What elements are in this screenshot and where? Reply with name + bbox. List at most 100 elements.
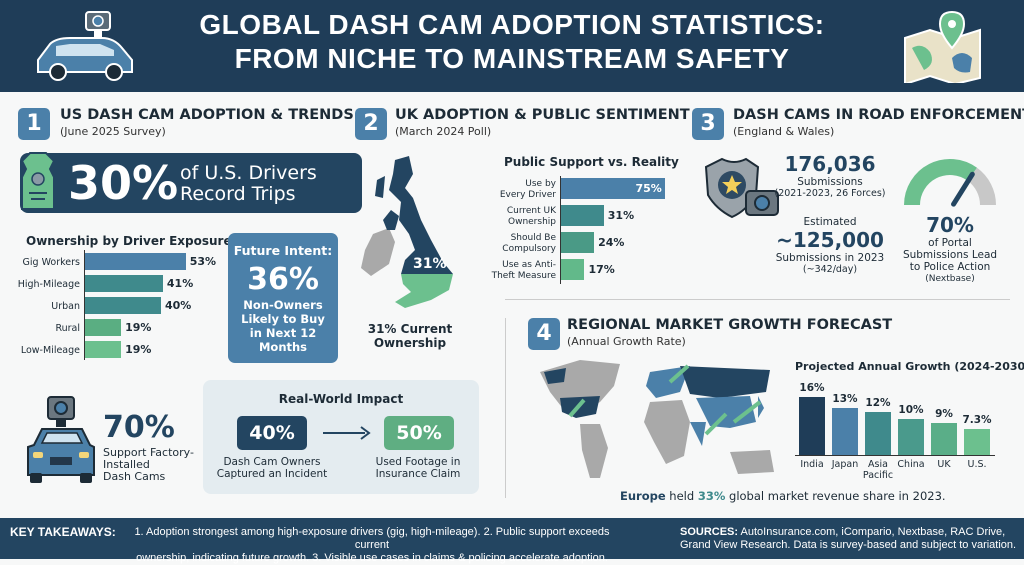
factory-text-line-3: Dash Cams	[103, 470, 166, 483]
bar-value-label: 24%	[598, 236, 625, 249]
title-line-2: FROM NICHE TO MAINSTREAM SAFETY	[234, 43, 790, 74]
bar	[85, 253, 186, 270]
gauge-track	[967, 167, 996, 206]
bar-value-label: 13%	[832, 393, 858, 406]
chart-title: Projected Annual Growth (2024-2030)	[795, 360, 1024, 373]
bar-category-label: Use as Anti- Theft Measure	[491, 260, 556, 281]
submissions-stat: 176,036 Submissions (2021-2023, 26 Force…	[770, 152, 890, 200]
bar-category-label: Low-Mileage	[20, 345, 80, 356]
bar	[832, 408, 858, 455]
factory-install-value: 70%	[103, 410, 175, 445]
submissions-label: Submissions	[797, 176, 863, 188]
bar	[799, 397, 825, 455]
sources-line-2: Grand View Research. Data is survey-base…	[680, 539, 1017, 551]
real-world-impact-card: Real-World Impact 40% Dash Cam Owners Ca…	[203, 380, 479, 494]
bar-category-label: Gig Workers	[22, 257, 80, 268]
growth-arrow-icon	[668, 364, 690, 384]
axis-line	[84, 250, 85, 360]
growth-chart: 16% India 13% Japan 12% Asia Pacific 10% China 9%…	[795, 375, 1000, 485]
bar	[85, 341, 122, 358]
chart-title: Ownership by Driver Exposure	[26, 234, 232, 248]
world-map	[540, 360, 774, 478]
police-action-gauge	[904, 159, 996, 207]
future-intent-text: Non-Owners Likely to Buy in Next 12 Mont…	[241, 298, 325, 354]
estimate-detail: (~342/day)	[802, 264, 858, 275]
caption-line-1: 31% Current	[367, 322, 453, 336]
bar-category-label: China	[897, 459, 925, 470]
bar-category-label: Should Be Compulsory	[502, 233, 556, 254]
bar	[561, 232, 595, 253]
estimate-label: Submissions in 2023	[775, 252, 885, 264]
uk-map-label: 31%	[413, 256, 447, 272]
page-title: GLOBAL DASH CAM ADOPTION STATISTICS: FRO…	[150, 8, 874, 76]
estimate-prefix: Estimated	[803, 216, 857, 228]
note-value: 33%	[697, 489, 726, 503]
us-drivers-text-line-2: Record Trips	[180, 183, 296, 205]
section-title: DASH CAMS IN ROAD ENFORCEMENT	[733, 107, 1024, 123]
bar-category-label: UK	[937, 459, 951, 470]
europe-share-note: Europe held 33% global market revenue sh…	[620, 489, 950, 503]
police-action-stat: 70% of Portal Submissions Lead to Police…	[890, 213, 1010, 285]
section-subtitle: (England & Wales)	[733, 125, 835, 138]
police-badge-camera-icon	[704, 157, 779, 219]
bar-value-label: 16%	[799, 382, 825, 395]
bar	[561, 178, 665, 199]
insurance-claim-value: 50%	[384, 416, 454, 450]
bar-category-label: Current UK Ownership	[506, 206, 556, 227]
bar-value-label: 19%	[125, 321, 152, 334]
bar-category-label: U.S.	[967, 459, 987, 470]
bar-value-label: 10%	[898, 404, 924, 416]
us-drivers-value: 30%	[68, 156, 179, 210]
footer: KEY TAKEAWAYS: 1. Adoption strongest amo…	[0, 518, 1024, 564]
bar	[964, 428, 990, 455]
section-subtitle: (March 2024 Poll)	[395, 125, 492, 138]
incident-value: 40%	[237, 416, 307, 450]
bar	[865, 411, 891, 455]
bar-value-label: 17%	[588, 263, 615, 276]
sources-text: SOURCES: AutoInsurance.com, iCompario, N…	[680, 526, 1020, 552]
police-action-line-1: of Portal	[928, 237, 972, 249]
divider	[505, 318, 506, 498]
growth-arrow-icon	[732, 400, 762, 424]
bar	[85, 297, 161, 314]
bar-value-label: 9%	[935, 407, 953, 420]
section-title: REGIONAL MARKET GROWTH FORECAST	[567, 317, 893, 333]
bar-category-label: Use by Every Driver	[499, 179, 556, 200]
section-title: UK ADOPTION & PUBLIC SENTIMENT	[395, 107, 690, 123]
future-intent-value: 36%	[247, 262, 319, 297]
note-suffix: global market revenue share in 2023.	[725, 489, 946, 503]
note-mid: held	[665, 489, 698, 503]
police-action-value: 70%	[926, 213, 974, 237]
badge-id-icon	[20, 152, 56, 210]
bar-value-label: 53%	[189, 255, 217, 268]
incident-text-line-2: Captured an Incident	[216, 468, 328, 480]
police-action-source: (Nextbase)	[925, 274, 975, 284]
growth-arrow-icon	[568, 398, 586, 418]
bar	[898, 419, 924, 455]
bar-value-label: 12%	[865, 396, 891, 409]
title-line-1: GLOBAL DASH CAM ADOPTION STATISTICS:	[199, 9, 825, 40]
section-subtitle: (June 2025 Survey)	[60, 125, 166, 138]
future-intent-card: Future Intent: 36% Non-Owners Likely to …	[228, 233, 338, 363]
future-intent-heading: Future Intent:	[233, 243, 333, 258]
map-pin-icon	[904, 10, 981, 83]
bar-category-label: High-Mileage	[17, 279, 80, 290]
us-drivers-text-line-1: of U.S. Drivers	[180, 162, 317, 184]
bar-category-label: Urban	[51, 301, 80, 312]
police-action-line-2: Submissions Lead	[902, 249, 998, 261]
bar-category-label: Asia Pacific	[862, 459, 894, 481]
bar	[931, 422, 957, 455]
note-region: Europe	[620, 489, 666, 503]
us-drivers-banner: 30% of U.S. Drivers Record Trips	[20, 152, 362, 213]
public-support-chart: Use by Every Driver 75% Current UK Ownership…	[490, 176, 680, 286]
estimate-value: ~125,000	[776, 228, 884, 252]
axis-line	[560, 176, 561, 284]
car-camera-icon	[27, 396, 95, 483]
arrow-right-icon	[323, 426, 371, 440]
bar-category-label: India	[800, 459, 824, 470]
incident-text: Dash Cam Owners Captured an Incident	[207, 456, 337, 480]
bar-category-label: Rural	[55, 323, 80, 334]
bar-value-label: 41%	[166, 277, 194, 290]
caption-line-2: Ownership	[373, 336, 447, 350]
us-drivers-text: of U.S. Drivers Record Trips	[180, 163, 317, 205]
